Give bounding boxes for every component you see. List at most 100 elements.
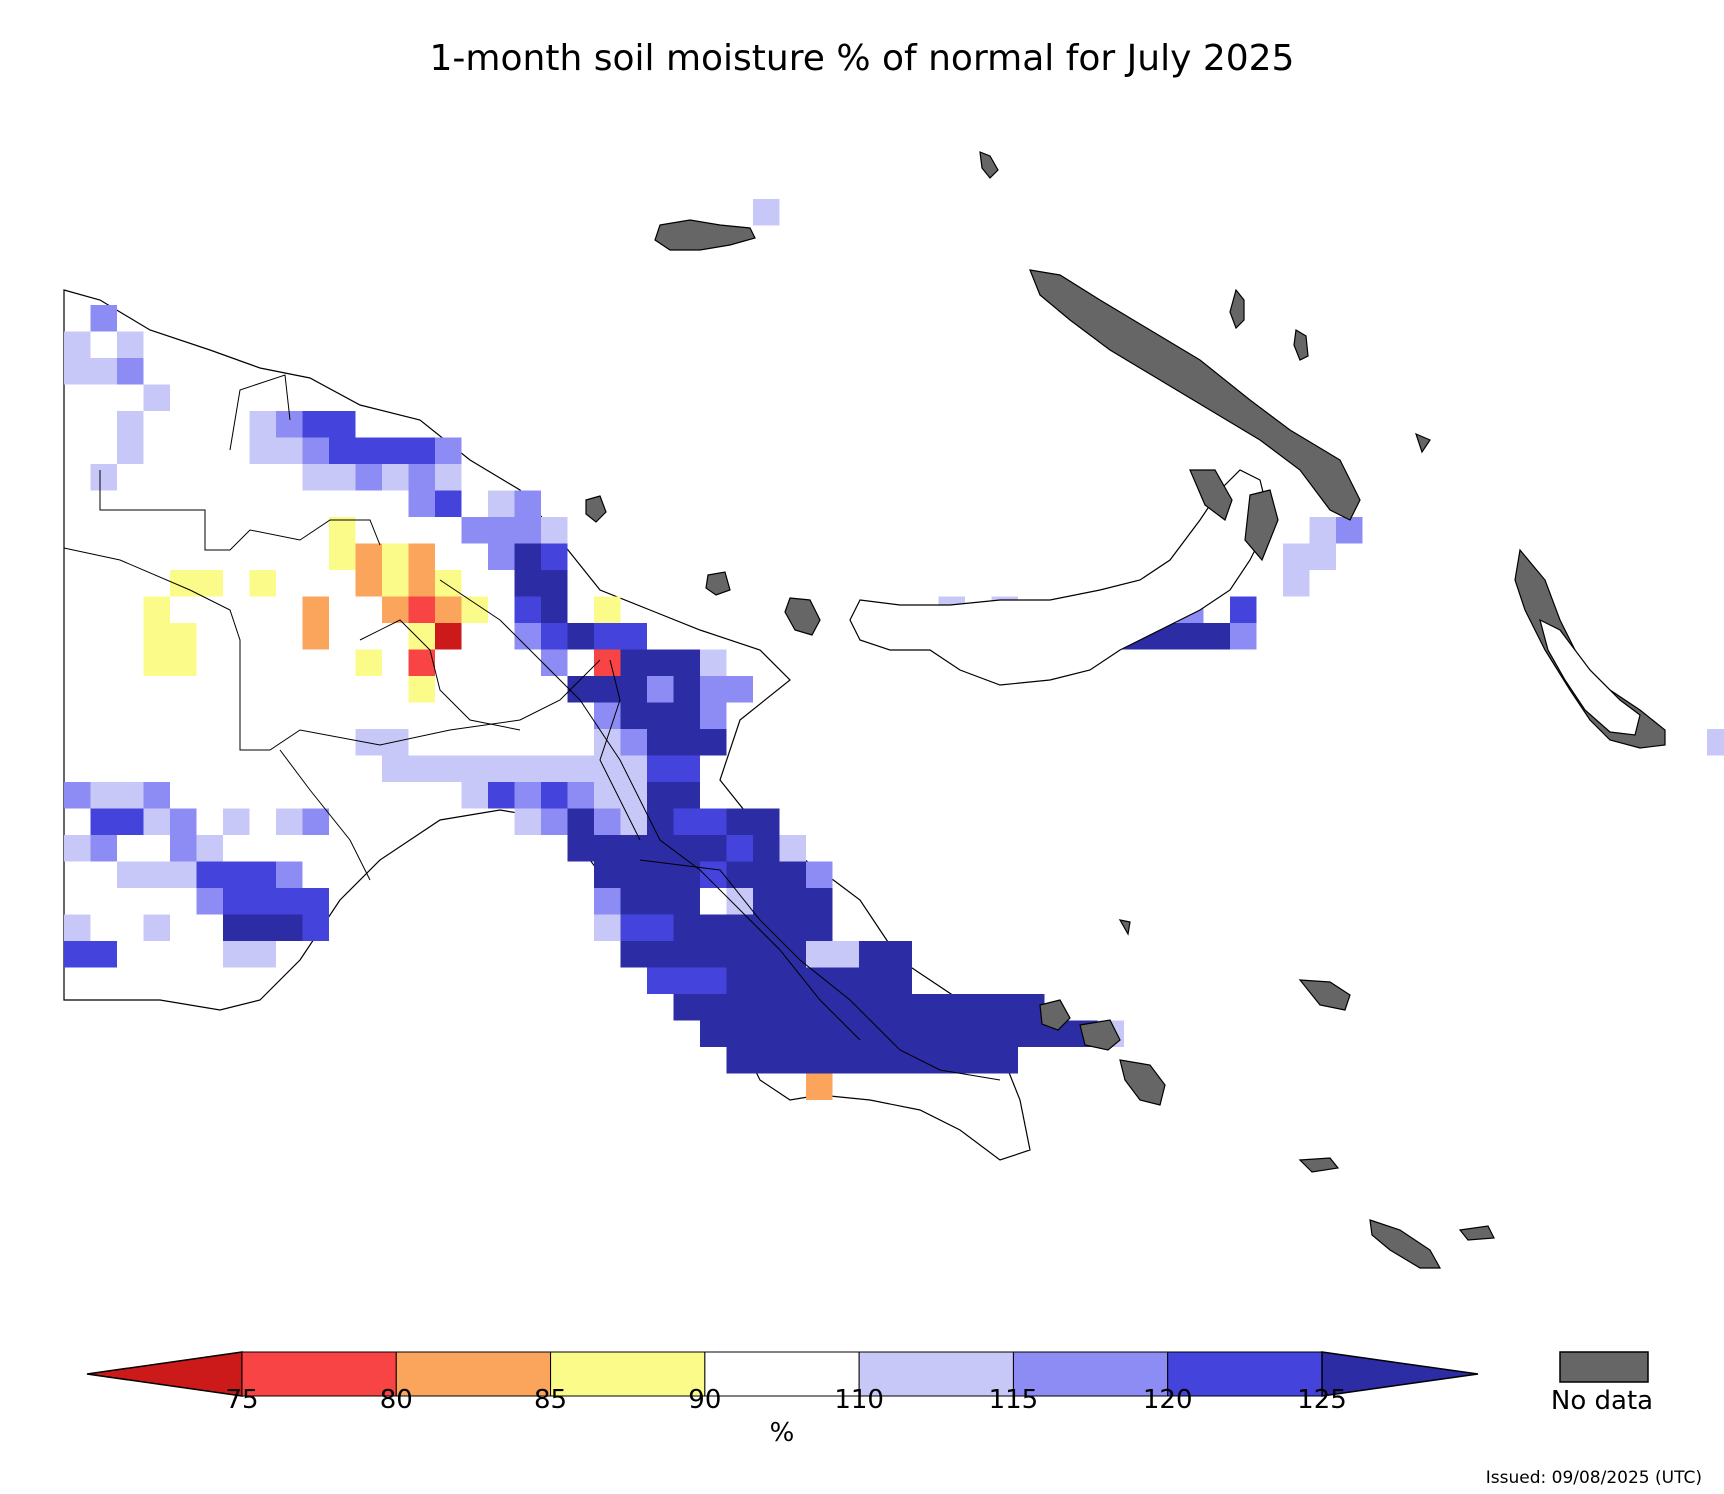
colorbar-bin — [704, 1351, 860, 1397]
grid-cell — [382, 729, 409, 756]
grid-cell — [753, 1020, 780, 1047]
grid-cell — [541, 623, 568, 650]
grid-cell — [329, 517, 356, 544]
grid-cell — [541, 649, 568, 676]
grid-cell — [832, 994, 859, 1021]
grid-cell — [90, 782, 117, 809]
grid-cell — [223, 914, 250, 941]
grid-cell — [435, 570, 462, 597]
grid-cell — [488, 490, 515, 517]
grid-cell — [832, 941, 859, 968]
grid-cell — [170, 835, 197, 862]
grid-cell — [355, 543, 382, 570]
grid-cell — [620, 649, 647, 676]
grid-cell — [302, 888, 329, 915]
grid-cell — [885, 1047, 912, 1074]
grid-cell — [779, 861, 806, 888]
grid-cell — [196, 570, 223, 597]
grid-cell — [991, 994, 1018, 1021]
grid-cell — [806, 1073, 833, 1100]
grid-cell — [726, 967, 753, 994]
grid-cell — [647, 755, 674, 782]
grid-cell — [329, 464, 356, 491]
grid-cell — [700, 676, 727, 703]
grid-cell — [753, 861, 780, 888]
grid-cell — [647, 941, 674, 968]
grid-cell — [673, 914, 700, 941]
grid-cell — [302, 914, 329, 941]
grid-cell — [302, 808, 329, 835]
grid-cell — [329, 543, 356, 570]
colorbar-tick-label: 90 — [688, 1385, 722, 1415]
grid-cell — [143, 623, 170, 650]
grid-cell — [64, 941, 91, 968]
grid-cell — [514, 517, 541, 544]
grid-cell — [302, 464, 329, 491]
grid-cell — [567, 623, 594, 650]
colorbar-extend-low — [86, 1351, 243, 1397]
grid-cell — [302, 596, 329, 623]
grid-cell — [620, 914, 647, 941]
grid-cell — [276, 888, 303, 915]
grid-cell — [859, 1020, 886, 1047]
grid-cell — [673, 808, 700, 835]
grid-cell — [620, 702, 647, 729]
grid-cell — [276, 808, 303, 835]
grid-cell — [117, 782, 144, 809]
grid-cell — [859, 994, 886, 1021]
grid-cell — [965, 1047, 992, 1074]
grid-cell — [90, 835, 117, 862]
grid-cell — [1309, 517, 1336, 544]
colorbar-tick-label: 125 — [1297, 1385, 1347, 1415]
grid-cell — [700, 649, 727, 676]
grid-cell — [620, 888, 647, 915]
grid-cell — [329, 411, 356, 438]
grid-cell — [885, 941, 912, 968]
grid-cell — [594, 861, 621, 888]
grid-cell — [276, 437, 303, 464]
grid-cell — [435, 755, 462, 782]
grid-cell — [461, 596, 488, 623]
grid-cell — [329, 437, 356, 464]
colorbar-tick-label: 85 — [534, 1385, 568, 1415]
grid-cell — [779, 914, 806, 941]
grid-cell — [673, 676, 700, 703]
grid-cell — [488, 755, 515, 782]
grid-cell — [64, 782, 91, 809]
grid-cell — [64, 914, 91, 941]
grid-cell — [647, 782, 674, 809]
grid-cell — [223, 941, 250, 968]
grid-cell — [779, 994, 806, 1021]
colorbar-tick-label: 110 — [834, 1385, 884, 1415]
grid-cell — [170, 808, 197, 835]
grid-cell — [435, 596, 462, 623]
grid-cell — [117, 411, 144, 438]
grid-cell — [647, 967, 674, 994]
grid-cell — [1309, 543, 1336, 570]
grid-cell — [541, 570, 568, 597]
grid-cell — [647, 676, 674, 703]
grid-cell — [196, 888, 223, 915]
grid-cell — [647, 861, 674, 888]
grid-cell — [753, 808, 780, 835]
grid-cell — [382, 596, 409, 623]
grid-cell — [223, 808, 250, 835]
grid-cell — [170, 861, 197, 888]
no-data-label: No data — [1550, 1386, 1654, 1416]
grid-cell — [382, 543, 409, 570]
grid-cell — [991, 1047, 1018, 1074]
grid-cell — [408, 490, 435, 517]
grid-cell — [594, 649, 621, 676]
grid-cell — [90, 358, 117, 385]
grid-cell — [1203, 623, 1230, 650]
grid-cell — [673, 835, 700, 862]
grid-cell — [753, 1047, 780, 1074]
grid-cell — [991, 1020, 1018, 1047]
issued-date: Issued: 09/08/2025 (UTC) — [1485, 1468, 1702, 1488]
grid-cell — [355, 437, 382, 464]
grid-cell — [806, 941, 833, 968]
grid-cell — [806, 914, 833, 941]
grid-cell — [541, 782, 568, 809]
grid-cell — [753, 888, 780, 915]
grid-cell — [143, 861, 170, 888]
